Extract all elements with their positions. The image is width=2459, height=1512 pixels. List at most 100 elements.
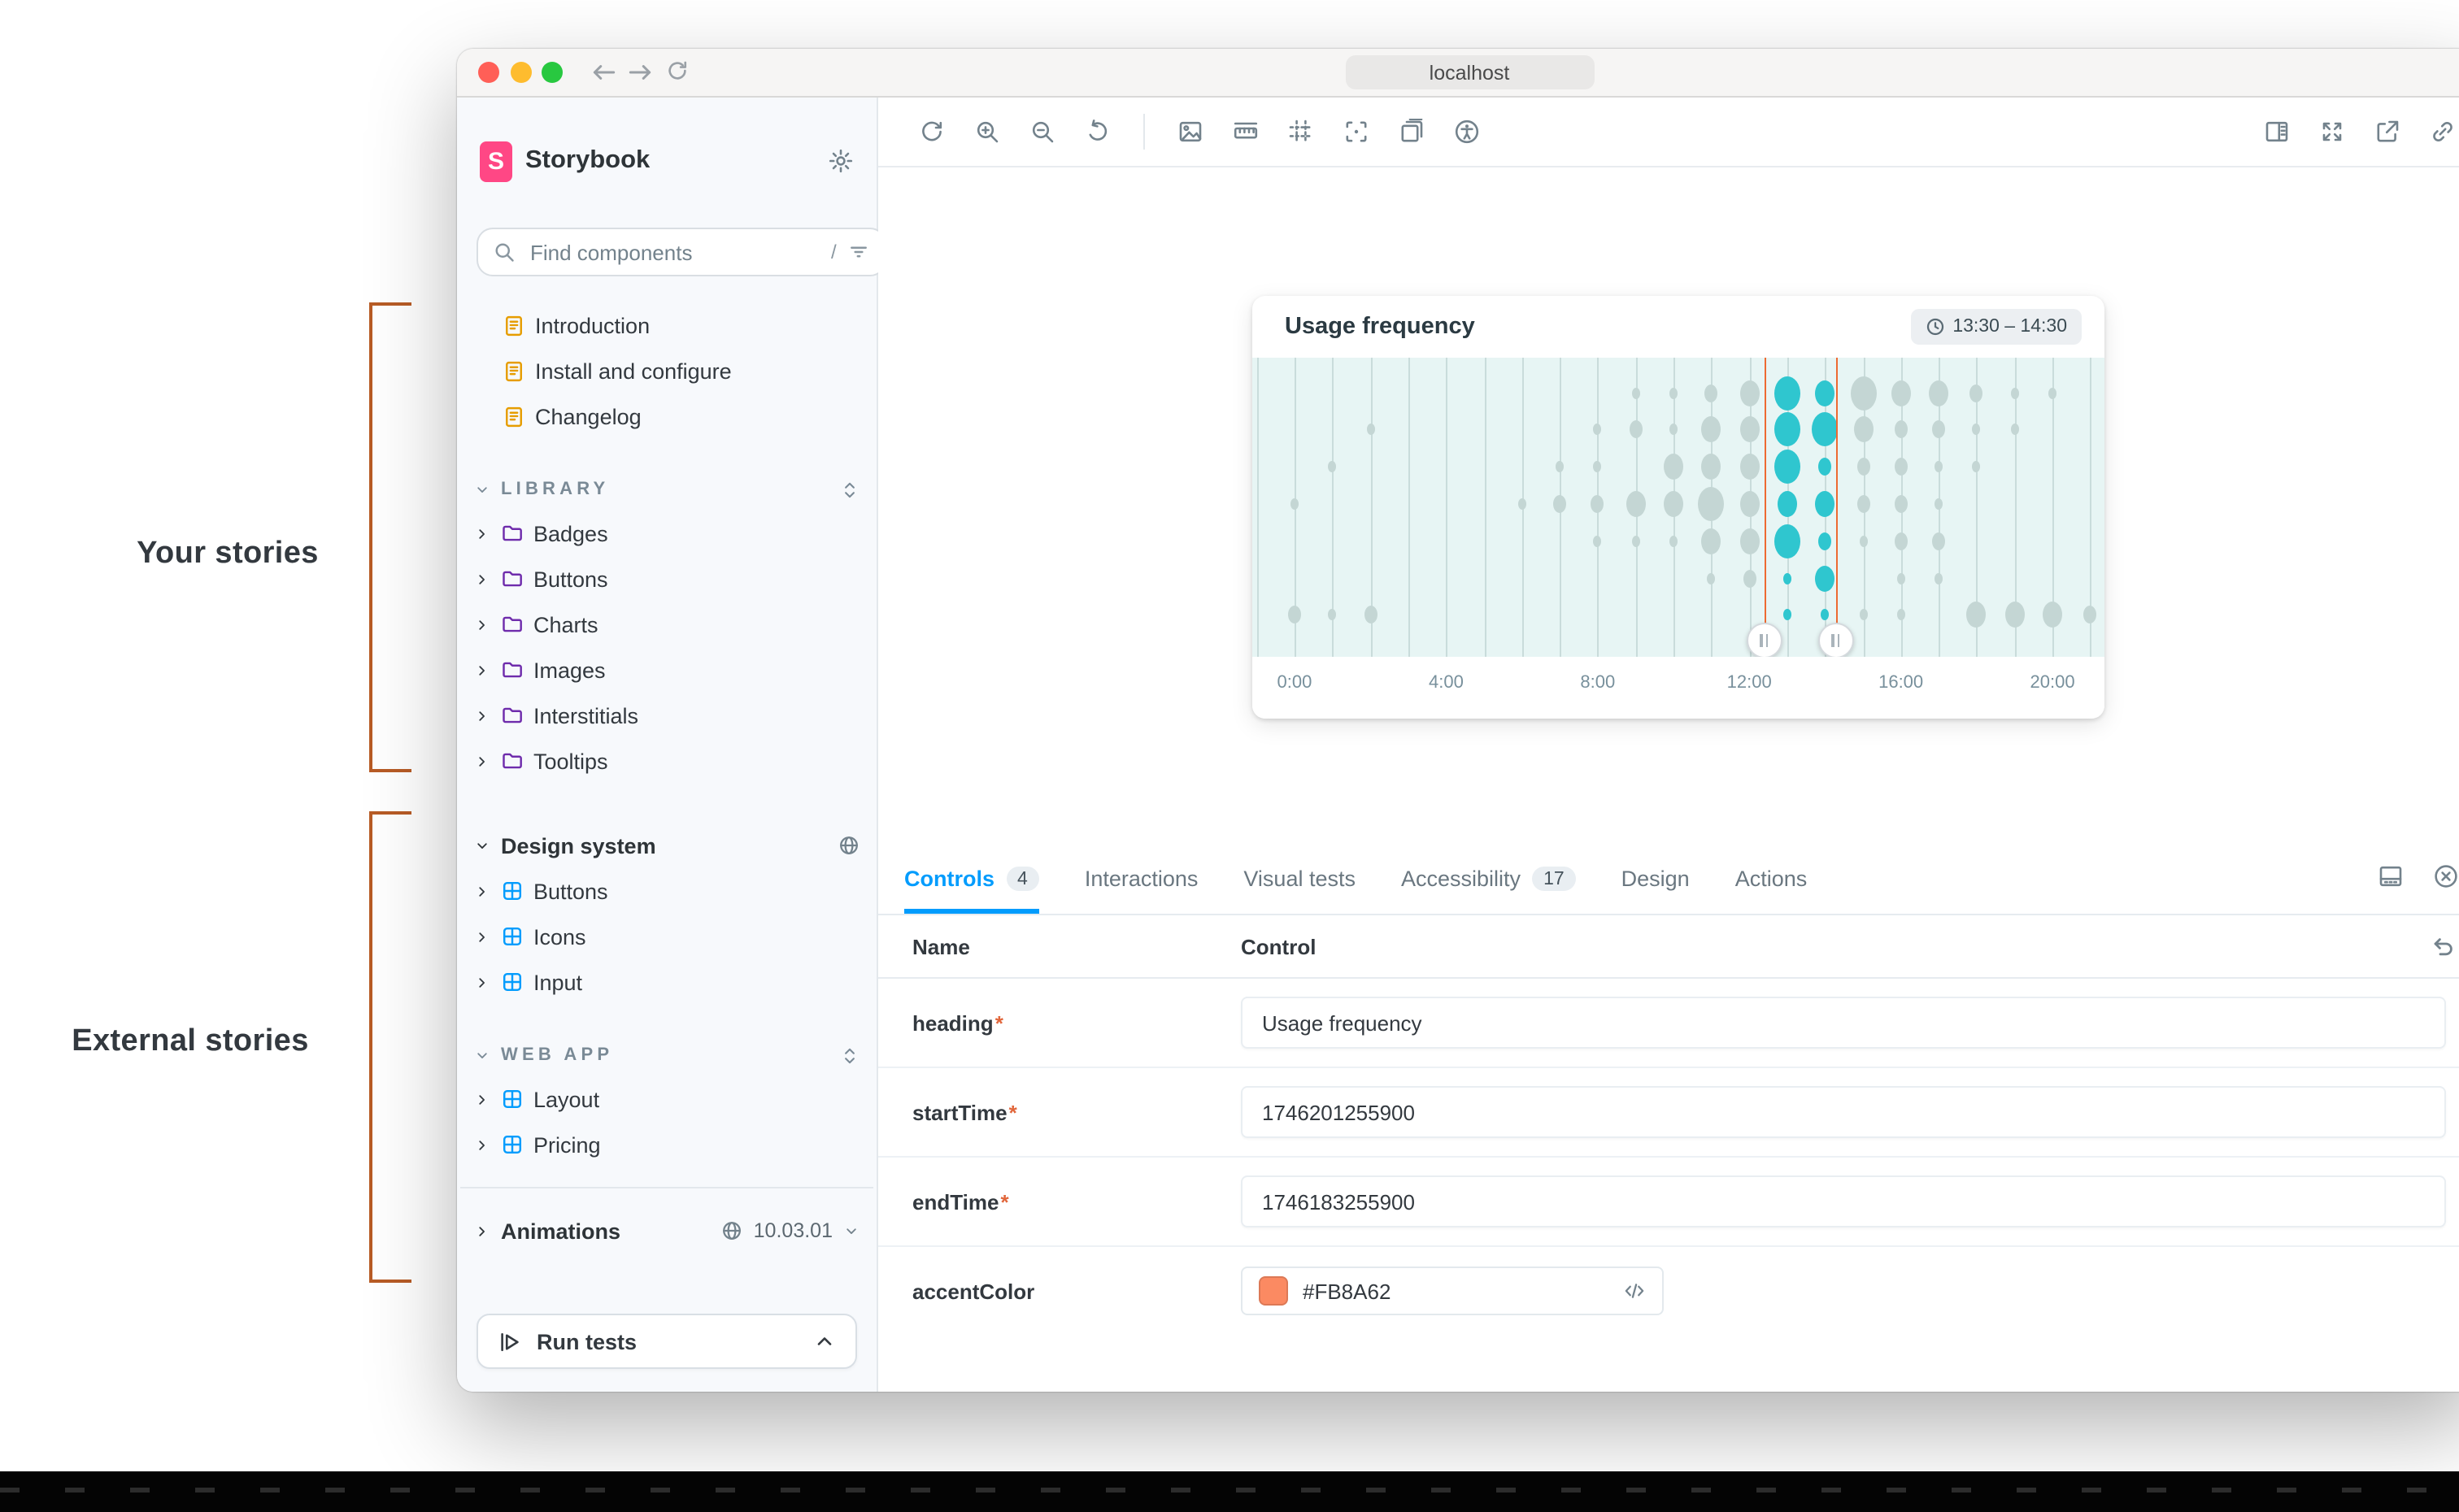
reset-controls-icon[interactable]: [2430, 933, 2456, 959]
sidebar-item-images[interactable]: Images: [457, 647, 877, 693]
bubble-chart[interactable]: [1252, 358, 2104, 657]
sidebar-item-interstitials[interactable]: Interstitials: [457, 693, 877, 738]
usage-bubble: [1896, 609, 1905, 621]
sidebar-item-charts[interactable]: Charts: [457, 602, 877, 647]
usage-bubble: [1782, 609, 1791, 621]
window-titlebar: localhost: [457, 49, 2459, 98]
tab-controls[interactable]: Controls 4: [904, 844, 1039, 914]
usage-bubble: [1818, 458, 1832, 476]
search-box[interactable]: /: [477, 228, 887, 276]
chevron-right-icon: [473, 752, 491, 770]
tab-actions[interactable]: Actions: [1734, 867, 1808, 891]
expand-collapse-icon[interactable]: [839, 1045, 860, 1066]
chart-time-axis: 0:00 4:00 8:00 12:00 16:00 20:00: [1252, 657, 2104, 719]
sidebar-item-ds-input[interactable]: Input: [457, 959, 877, 1005]
tab-design[interactable]: Design: [1621, 867, 1690, 891]
usage-bubble: [1894, 495, 1908, 514]
usage-bubble: [2010, 388, 2019, 400]
usage-bubble: [1739, 416, 1760, 443]
chevron-right-icon: [473, 570, 491, 588]
zoom-out-icon[interactable]: [1029, 119, 1055, 145]
run-tests-button[interactable]: Run tests: [477, 1314, 857, 1369]
panel-toggle-icon[interactable]: [2264, 119, 2290, 145]
outline-icon[interactable]: [1343, 119, 1369, 145]
url-bar[interactable]: localhost: [1345, 55, 1594, 89]
viewports-icon[interactable]: [1399, 119, 1425, 145]
remount-icon[interactable]: [919, 119, 945, 145]
measure-icon[interactable]: [1233, 119, 1259, 145]
grid-icon[interactable]: [1288, 119, 1314, 145]
sidebar-root-animations[interactable]: Animations 10.03.01: [457, 1208, 877, 1253]
usage-bubble: [1821, 609, 1830, 621]
usage-bubble: [1701, 454, 1721, 480]
doc-icon: [503, 313, 525, 337]
selection-end-handle[interactable]: [1817, 623, 1854, 657]
open-external-icon[interactable]: [2374, 119, 2400, 145]
sidebar-item-ds-icons[interactable]: Icons: [457, 914, 877, 959]
sidebar-item-buttons[interactable]: Buttons: [457, 556, 877, 602]
usage-bubble: [1664, 454, 1683, 480]
zoom-in-icon[interactable]: [974, 119, 1000, 145]
usage-bubble: [1739, 491, 1760, 518]
sidebar-item-introduction[interactable]: Introduction: [457, 302, 877, 348]
usage-bubble: [1328, 609, 1337, 621]
usage-bubble: [1328, 461, 1337, 473]
usage-bubble: [1972, 461, 1981, 473]
section-header-web-app[interactable]: WEB APP: [457, 1034, 877, 1076]
usage-bubble: [1701, 528, 1721, 555]
usage-bubble: [1593, 424, 1602, 436]
usage-bubble: [1935, 498, 1943, 511]
close-traffic-light[interactable]: [478, 62, 499, 83]
sidebar-item-ds-buttons[interactable]: Buttons: [457, 868, 877, 914]
code-icon[interactable]: [1623, 1280, 1646, 1302]
minimize-traffic-light[interactable]: [510, 62, 531, 83]
selection-start-handle[interactable]: [1746, 623, 1782, 657]
tab-badge: 17: [1532, 867, 1576, 891]
usage-bubble: [1774, 524, 1800, 559]
back-icon[interactable]: [590, 59, 618, 86]
gridline: [1408, 358, 1410, 657]
sidebar-item-webapp-pricing[interactable]: Pricing: [457, 1122, 877, 1167]
accessibility-icon[interactable]: [1454, 119, 1480, 145]
sidebar-item-changelog[interactable]: Changelog: [457, 393, 877, 439]
control-column-header: Control: [1241, 934, 1317, 958]
reload-icon[interactable]: [665, 59, 690, 83]
usage-bubble: [1553, 495, 1567, 514]
axis-tick-12-00: 12:00: [1726, 673, 1772, 693]
time-range-badge: 13:30 – 14:30: [1910, 309, 2082, 345]
section-header-library[interactable]: LIBRARY: [457, 468, 877, 511]
color-swatch[interactable]: [1259, 1276, 1288, 1306]
gear-icon[interactable]: [828, 148, 854, 174]
filter-icon[interactable]: [848, 241, 871, 263]
sidebar-item-webapp-layout[interactable]: Layout: [457, 1076, 877, 1122]
gridline: [1370, 358, 1373, 657]
control-input-endtime[interactable]: [1241, 1175, 2446, 1227]
story-canvas: Usage frequency 13:30 – 14:30 0:00 4:00 8:…: [878, 167, 2459, 844]
close-panel-icon[interactable]: [2433, 863, 2459, 889]
usage-bubble: [1556, 461, 1565, 473]
control-input-heading[interactable]: [1241, 997, 2446, 1049]
tab-visual-tests[interactable]: Visual tests: [1243, 867, 1356, 891]
fullscreen-icon[interactable]: [2319, 119, 2345, 145]
axis-tick-16-00: 16:00: [1878, 673, 1924, 693]
caret-down-icon[interactable]: [842, 1222, 860, 1240]
version-label[interactable]: 10.03.01: [753, 1219, 833, 1242]
tab-interactions[interactable]: Interactions: [1084, 867, 1199, 891]
sidebar-root-design-system[interactable]: Design system: [457, 823, 877, 868]
copy-link-icon[interactable]: [2430, 119, 2456, 145]
tab-accessibility[interactable]: Accessibility 17: [1401, 844, 1576, 914]
sidebar-item-tooltips[interactable]: Tooltips: [457, 738, 877, 784]
control-color-accentcolor[interactable]: #FB8A62: [1241, 1267, 1664, 1315]
expand-collapse-icon[interactable]: [839, 479, 860, 500]
zoom-traffic-light[interactable]: [542, 62, 563, 83]
panel-position-icon[interactable]: [2378, 863, 2404, 889]
zoom-reset-icon[interactable]: [1085, 119, 1111, 145]
chevron-up-icon[interactable]: [813, 1330, 836, 1353]
forward-icon[interactable]: [626, 59, 654, 86]
search-input[interactable]: [527, 238, 820, 266]
sidebar-item-install-and-configure[interactable]: Install and configure: [457, 348, 877, 393]
usage-bubble: [2043, 602, 2063, 628]
sidebar-item-badges[interactable]: Badges: [457, 511, 877, 556]
backgrounds-icon[interactable]: [1177, 119, 1203, 145]
control-input-starttime[interactable]: [1241, 1086, 2446, 1138]
